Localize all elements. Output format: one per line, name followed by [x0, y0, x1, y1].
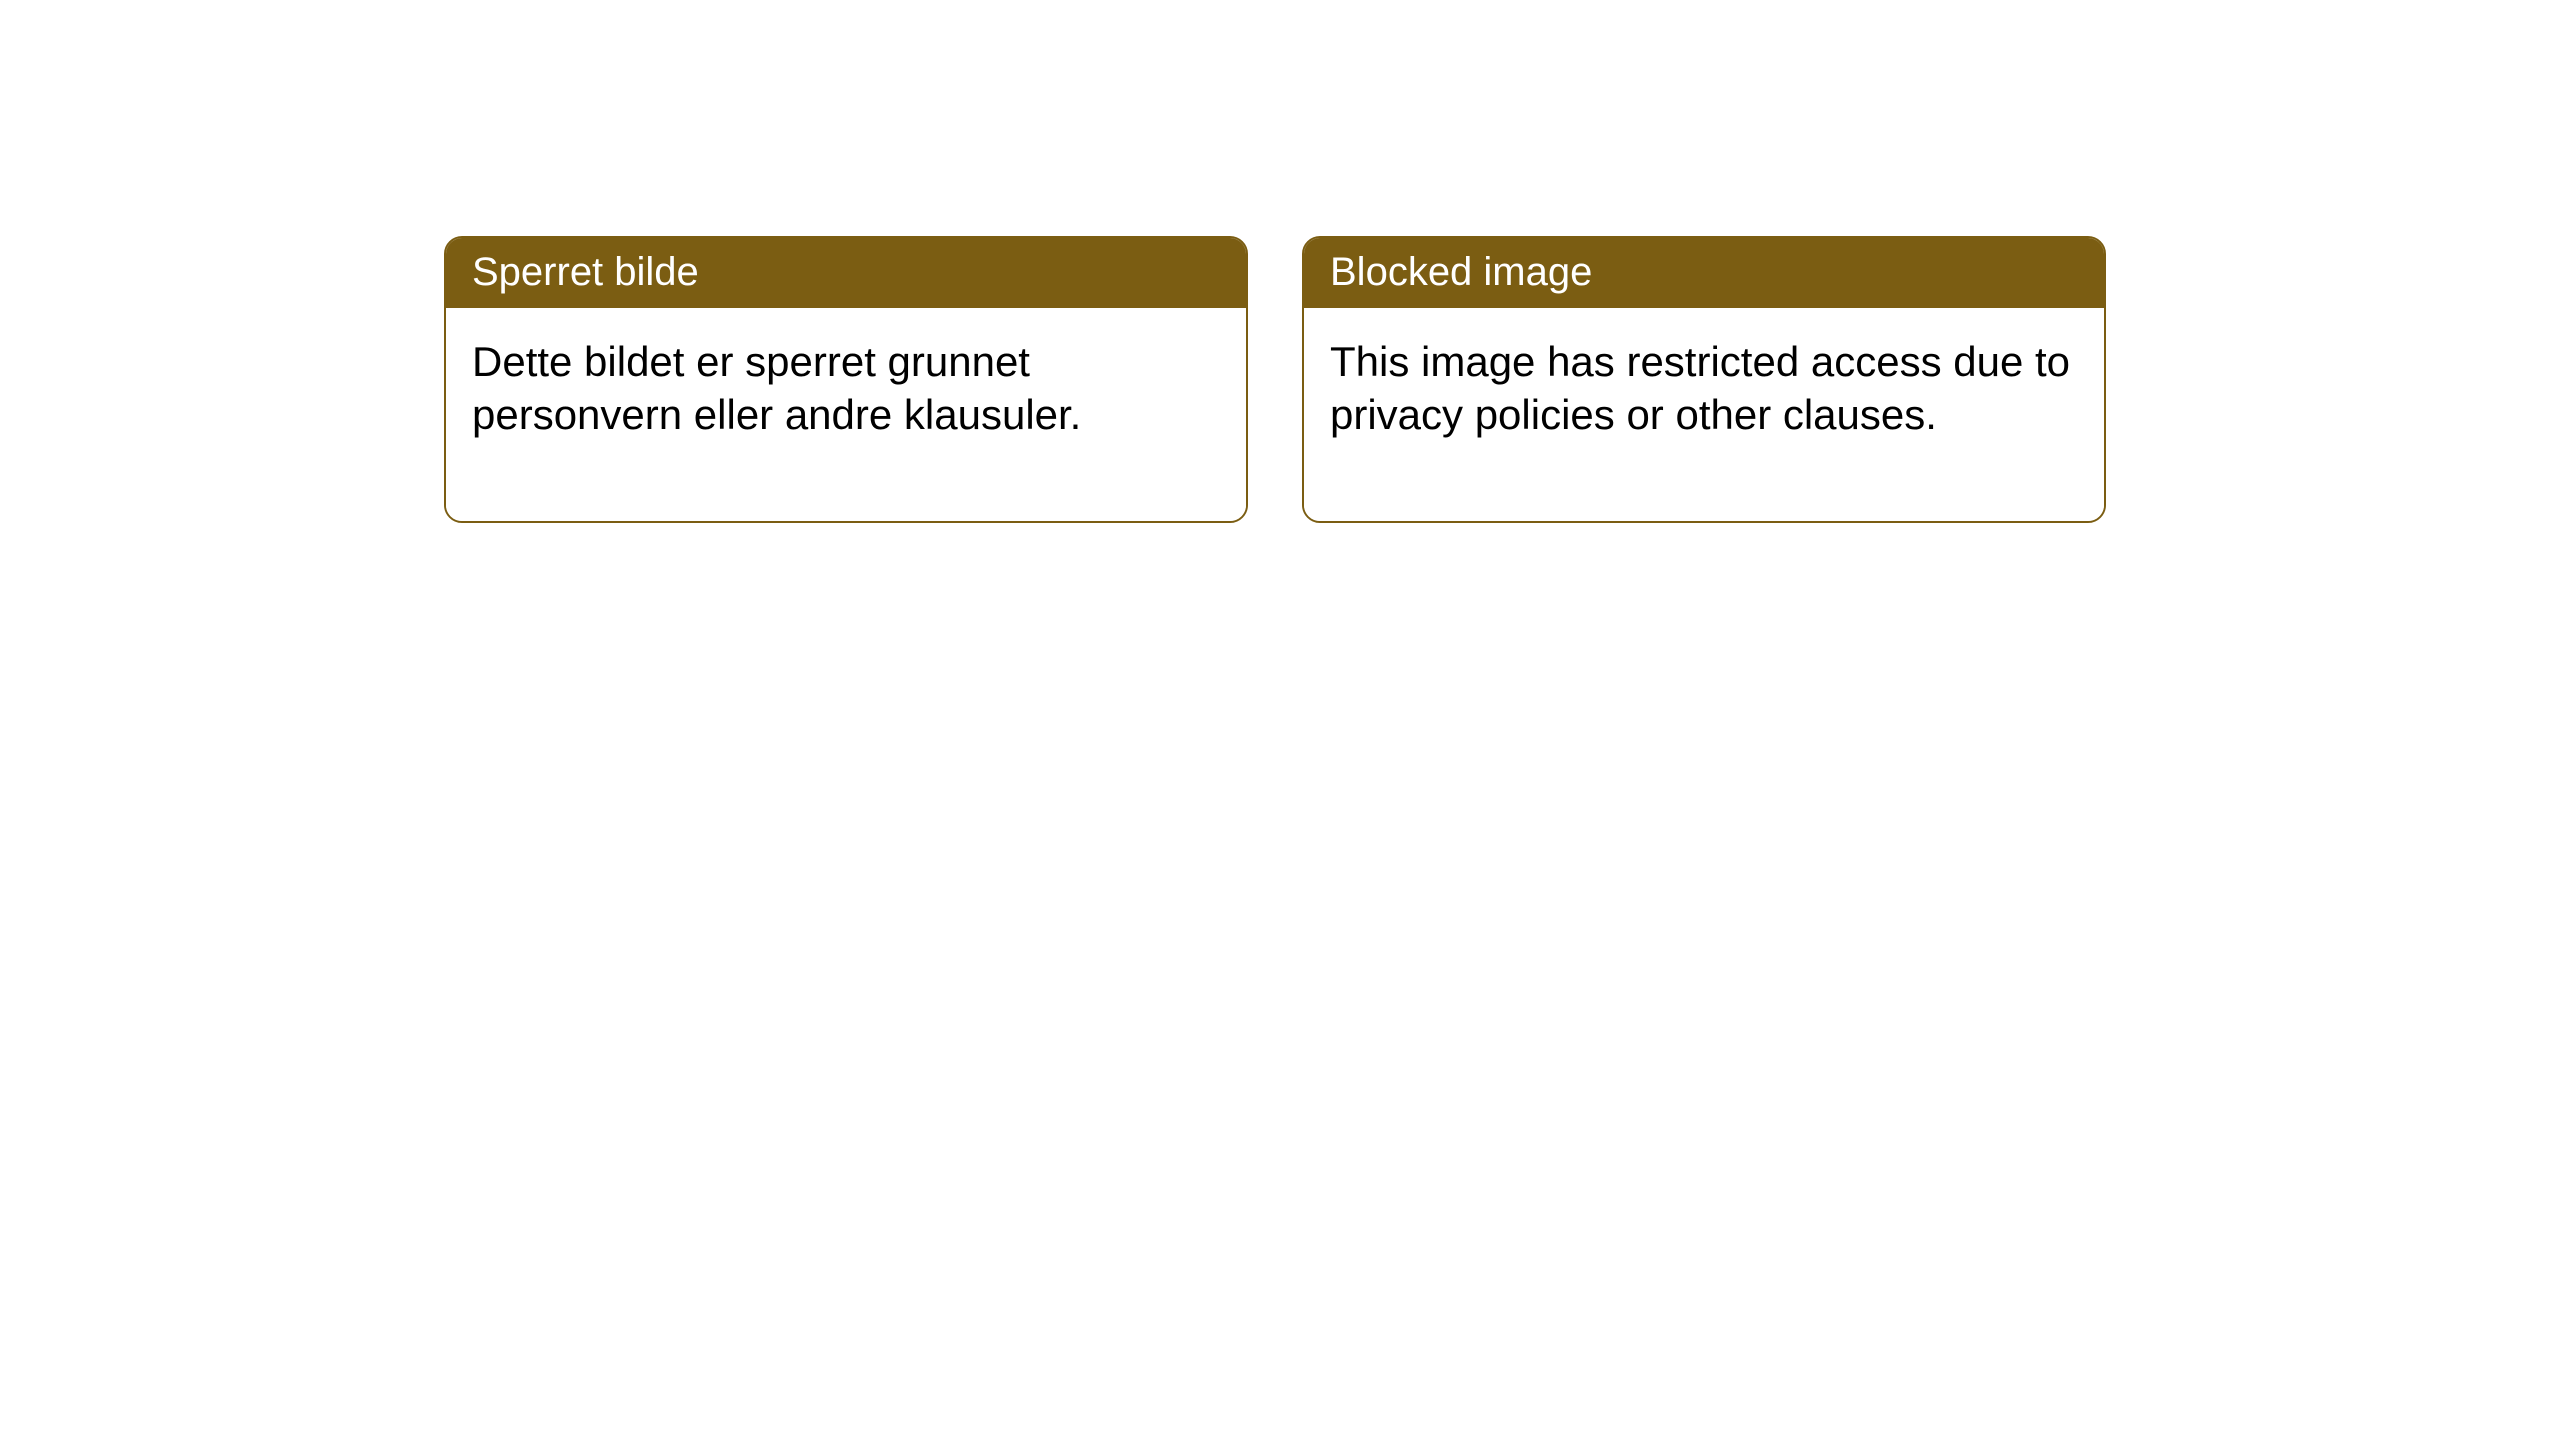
card-body: Dette bildet er sperret grunnet personve… — [446, 308, 1246, 521]
card-title: Sperret bilde — [472, 250, 699, 294]
notice-card-norwegian: Sperret bilde Dette bildet er sperret gr… — [444, 236, 1248, 523]
card-body-text: This image has restricted access due to … — [1330, 338, 2070, 438]
card-header: Blocked image — [1304, 238, 2104, 308]
notice-card-english: Blocked image This image has restricted … — [1302, 236, 2106, 523]
card-body-text: Dette bildet er sperret grunnet personve… — [472, 338, 1081, 438]
card-title: Blocked image — [1330, 250, 1592, 294]
card-header: Sperret bilde — [446, 238, 1246, 308]
notice-cards-container: Sperret bilde Dette bildet er sperret gr… — [444, 236, 2106, 523]
card-body: This image has restricted access due to … — [1304, 308, 2104, 521]
